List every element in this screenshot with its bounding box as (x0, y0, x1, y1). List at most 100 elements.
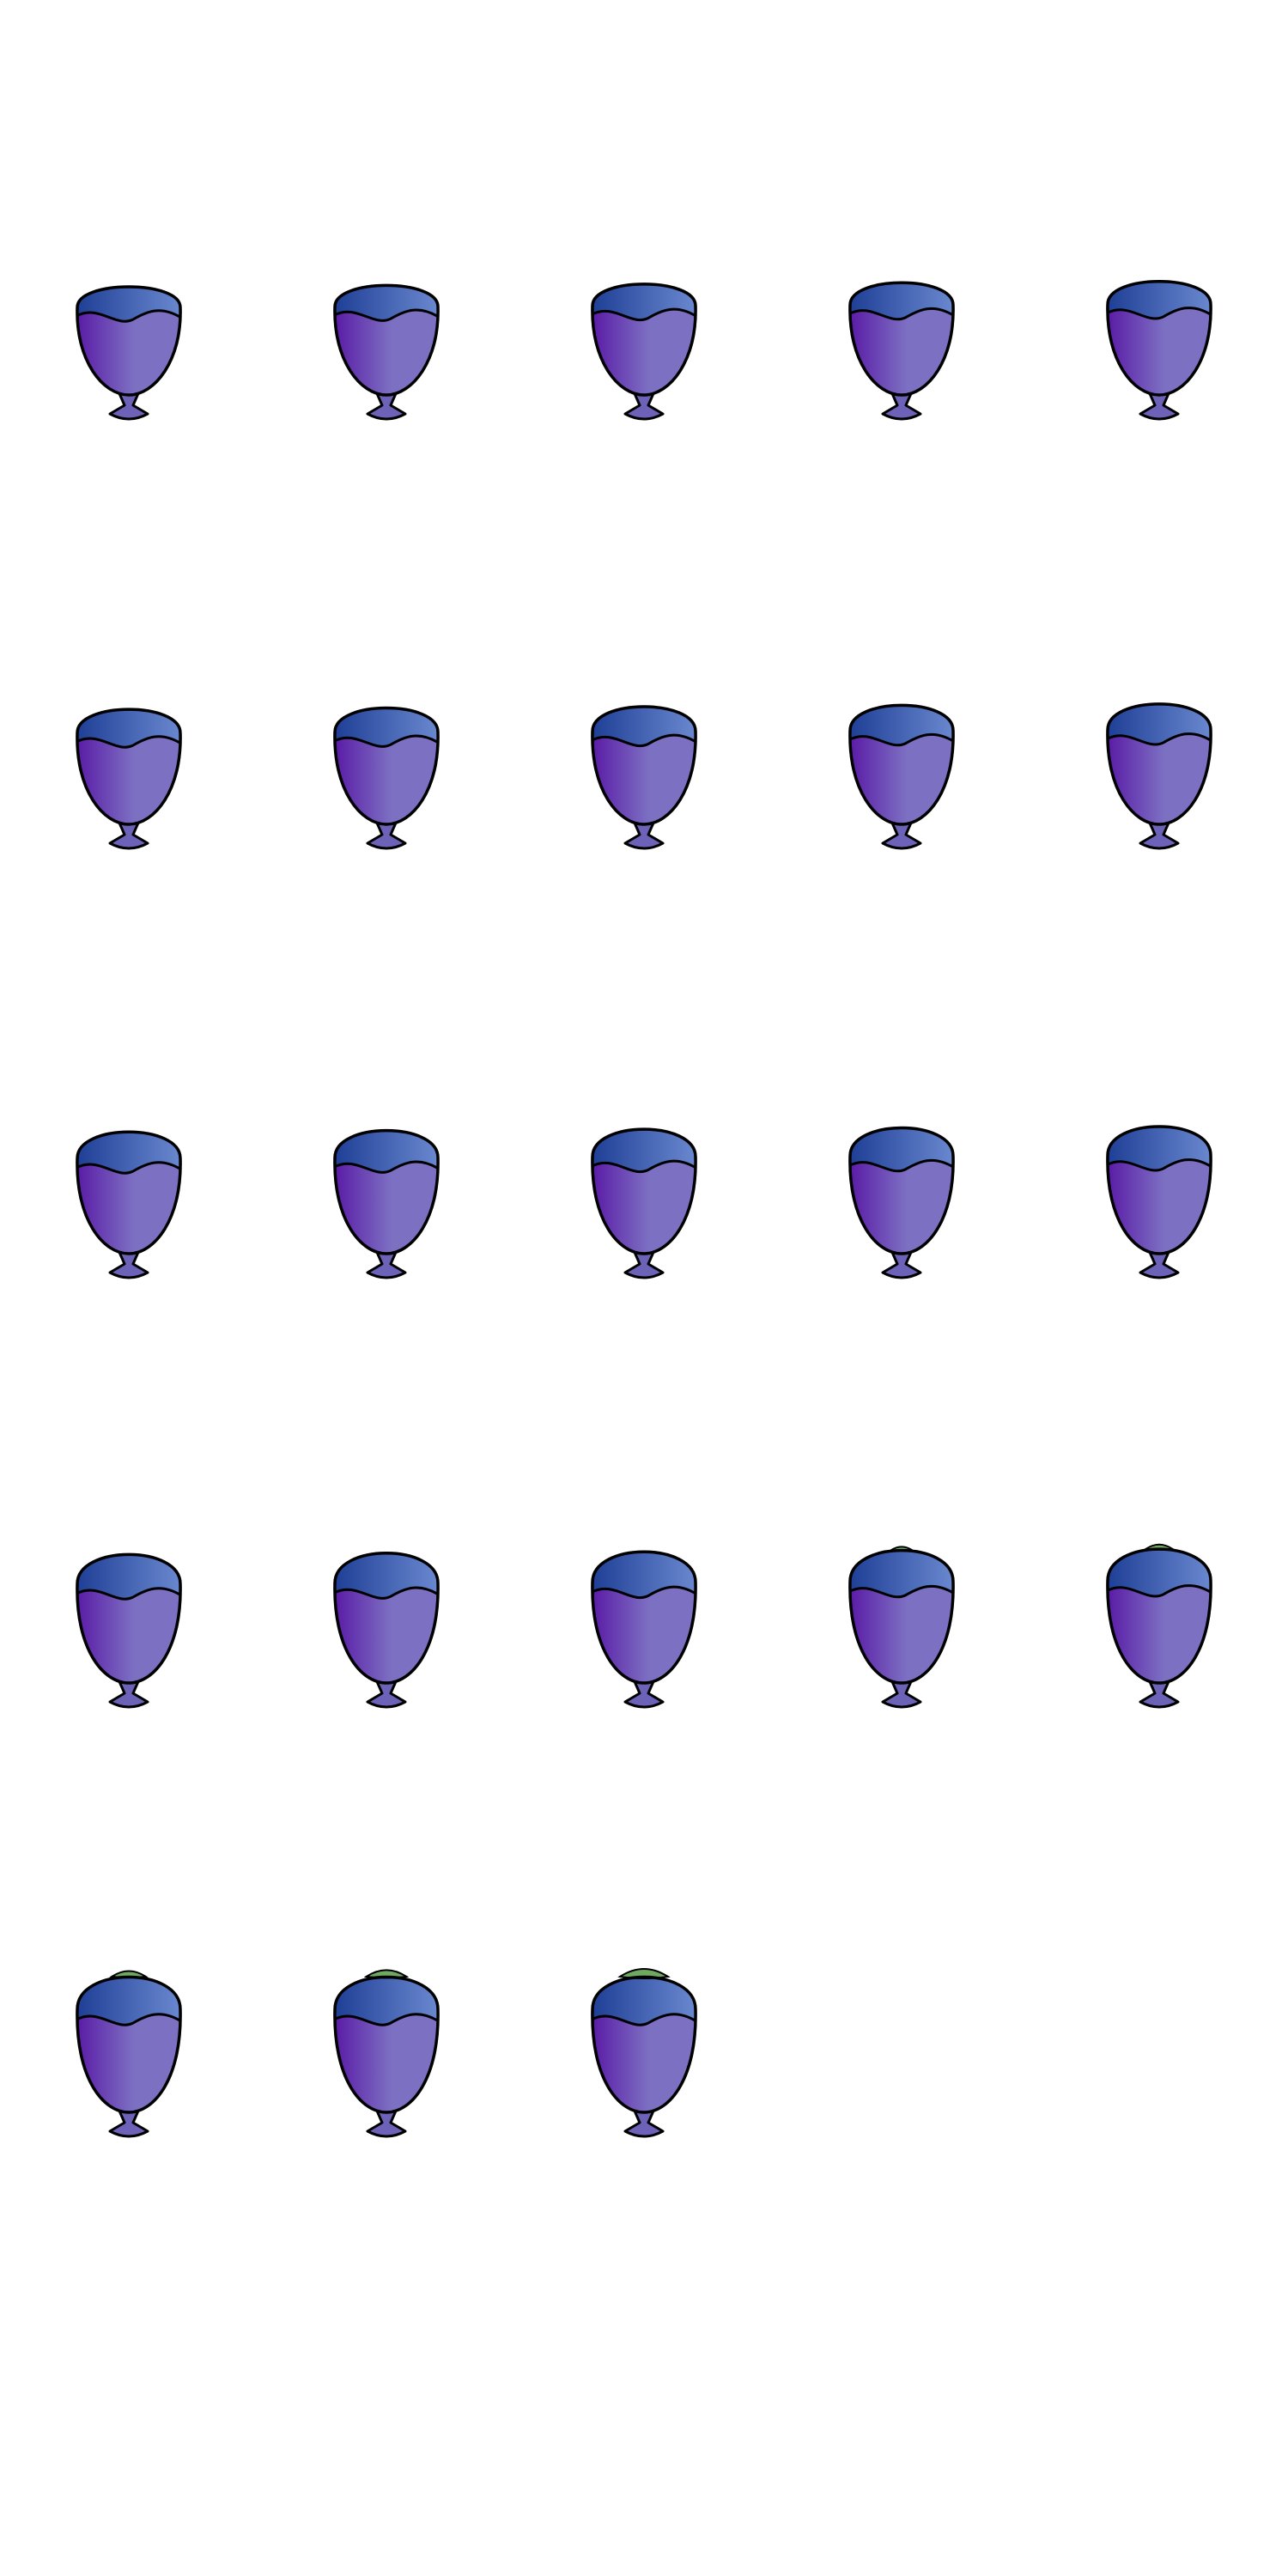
pod-cup-icon (848, 703, 955, 850)
wave-line (848, 307, 955, 321)
pod-cup-icon (333, 1969, 440, 2138)
stem-foot (366, 1678, 407, 1709)
frame-grid (76, 279, 1212, 2138)
pod-cup-icon (333, 1552, 440, 1709)
stem-foot (366, 819, 407, 850)
wave-line (76, 1587, 182, 1601)
pod-body (333, 1587, 440, 1683)
pod-body (333, 2014, 440, 2112)
pod-body (333, 735, 440, 824)
pod-outline (76, 1975, 182, 2114)
pod-outline (848, 1126, 955, 1255)
pod-body (591, 2014, 697, 2112)
pod-cup-icon (848, 281, 955, 421)
pod-body (1106, 1585, 1212, 1683)
stem-foot (623, 2107, 665, 2138)
pod-cup-icon (76, 1552, 182, 1709)
pod-cup-icon (848, 1546, 955, 1709)
wave-line (76, 735, 182, 749)
pod-outline (848, 703, 955, 826)
stem-foot (366, 2107, 407, 2138)
pod-cup-icon (1106, 1125, 1212, 1279)
pod-cup-icon (1106, 1543, 1212, 1709)
wave-line (333, 2013, 440, 2026)
pod-outline (76, 285, 182, 397)
pod-body (591, 1587, 697, 1683)
pod-outline (333, 1129, 440, 1255)
pod-cup-icon (76, 285, 182, 421)
stem-foot (881, 819, 922, 850)
pod-outline (1106, 1125, 1212, 1255)
pod-body (848, 1586, 955, 1683)
pod-outline (333, 1552, 440, 1685)
pod-cup-icon (76, 1970, 182, 2138)
pod-body (1106, 307, 1212, 395)
stem-foot (108, 390, 149, 421)
wave-line (848, 1158, 955, 1173)
stem-foot (623, 1249, 665, 1279)
wave-line (848, 1584, 955, 1599)
pod-cup-icon (591, 283, 697, 421)
wave-line (76, 1161, 182, 1175)
pod-body (76, 1162, 182, 1254)
pod-cup-icon (333, 1129, 440, 1279)
pod-body (848, 734, 955, 824)
wave-line (591, 733, 697, 747)
stem-foot (108, 819, 149, 850)
wave-line (591, 1159, 697, 1173)
stem-foot (623, 390, 665, 421)
wave-line (76, 2013, 182, 2026)
pod-outline (76, 1130, 182, 1255)
wave-line (333, 1160, 440, 1174)
pod-body (1106, 733, 1212, 824)
pod-body (591, 1161, 697, 1254)
pod-outline (1106, 702, 1212, 826)
pod-cup-icon (76, 708, 182, 850)
pod-body (591, 735, 697, 824)
wave-line (591, 2013, 697, 2026)
stem-foot (366, 390, 407, 421)
pod-outline (591, 283, 697, 397)
stem-foot (108, 1249, 149, 1279)
pod-outline (848, 1549, 955, 1685)
stem-foot (881, 390, 922, 421)
pod-body (76, 310, 182, 395)
pod-cup-icon (1106, 279, 1212, 421)
stem-foot (881, 1678, 922, 1709)
pod-outline (591, 705, 697, 826)
pod-outline (76, 708, 182, 826)
stem-foot (1139, 390, 1180, 421)
pod-cup-icon (333, 283, 440, 421)
wave-line (848, 732, 955, 747)
wave-line (333, 308, 440, 322)
pod-cup-icon (848, 1126, 955, 1279)
pod-outline (333, 283, 440, 397)
pod-cup-icon (591, 1968, 697, 2138)
pod-outline (591, 1550, 697, 1685)
pod-cup-icon (591, 705, 697, 850)
pod-cup-icon (591, 1127, 697, 1279)
pod-cup-icon (333, 706, 440, 850)
wave-line (333, 734, 440, 748)
pod-outline (591, 1975, 697, 2114)
stem-foot (108, 1678, 149, 1709)
pod-cup-icon (76, 1130, 182, 1279)
stem-foot (881, 1249, 922, 1279)
pod-outline (1106, 279, 1212, 397)
pod-body (848, 308, 955, 395)
pod-body (591, 309, 697, 395)
stem-foot (366, 1249, 407, 1279)
wave-line (1106, 732, 1212, 746)
pod-body (1106, 1159, 1212, 1254)
wave-line (591, 1585, 697, 1599)
wave-line (591, 307, 697, 321)
pod-outline (76, 1552, 182, 1685)
stem-foot (1139, 1678, 1180, 1709)
pod-body (76, 1588, 182, 1683)
pod-body (333, 1161, 440, 1254)
stem-foot (108, 2107, 149, 2138)
pod-cup-icon (1106, 702, 1212, 850)
wave-line (1106, 307, 1212, 320)
pod-cup-icon (591, 1550, 697, 1709)
